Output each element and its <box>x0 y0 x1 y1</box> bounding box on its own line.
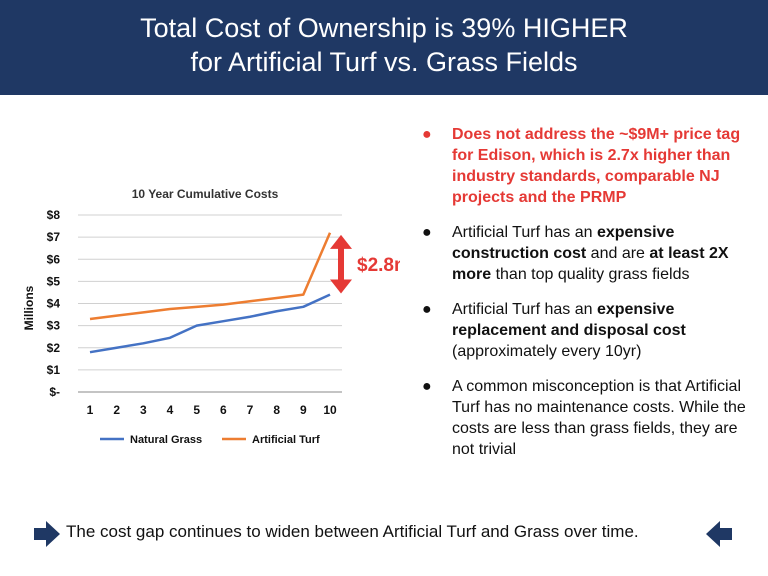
gap-annotation-label: $2.8m <box>357 255 400 276</box>
legend-label: Natural Grass <box>130 434 202 446</box>
x-tick-label: 9 <box>300 403 307 417</box>
bullet-item: ● A common misconception is that Artifici… <box>420 376 760 460</box>
x-tick-label: 7 <box>247 403 254 417</box>
footer-banner: The cost gap continues to widen between … <box>0 515 768 551</box>
y-tick-label: $8 <box>47 208 61 222</box>
bullet-text: than top quality grass fields <box>491 266 690 283</box>
x-tick-label: 6 <box>220 403 227 417</box>
bullet-item: ● Artificial Turf has an expensive constr… <box>420 222 760 285</box>
bullet-dot-icon: ● <box>422 224 432 241</box>
bullet-text: Artificial Turf has an <box>452 301 597 318</box>
bullet-list: ● Does not address the ~$9M+ price tag fo… <box>420 124 760 474</box>
y-tick-label: $1 <box>47 363 61 377</box>
y-tick-label: $4 <box>47 297 61 311</box>
x-tick-label: 1 <box>87 403 94 417</box>
slide-title-line-1: Total Cost of Ownership is 39% HIGHER <box>140 13 628 43</box>
y-tick-label: $- <box>49 385 60 399</box>
bullet-text: and are <box>586 245 650 262</box>
y-tick-label: $6 <box>47 252 61 266</box>
y-tick-label: $5 <box>47 274 61 288</box>
chart-svg: 10 Year Cumulative Costs Millions $- $1 $2… <box>22 187 411 446</box>
left-arrow-icon <box>706 521 732 547</box>
bullet-item: ● Artificial Turf has an expensive replac… <box>420 299 760 362</box>
bullet-text: expensive replacement and disposal cost <box>452 301 686 339</box>
y-tick-label: $7 <box>47 230 61 244</box>
right-arrow-icon <box>34 521 60 547</box>
x-tick-label: 3 <box>140 403 147 417</box>
chart-title: 10 Year Cumulative Costs <box>132 187 279 201</box>
bullet-dot-icon: ● <box>422 301 432 318</box>
x-tick-label: 10 <box>323 403 337 417</box>
x-tick-label: 5 <box>193 403 200 417</box>
x-tick-label: 8 <box>273 403 280 417</box>
bullet-text: at least 2X more <box>452 245 729 283</box>
y-tick-label: $3 <box>47 319 61 333</box>
series-line-natural-grass <box>89 293 331 354</box>
y-axis-label: Millions <box>22 285 36 330</box>
slide-title-line-2: for Artificial Turf vs. Grass Fields <box>190 47 578 77</box>
gap-arrow-down-icon <box>330 279 352 294</box>
bullet-text: expensive construction cost <box>452 224 675 262</box>
series-line-artificial-turf <box>89 232 332 321</box>
legend-label: Artificial Turf <box>252 434 320 446</box>
x-tick-label: 2 <box>113 403 120 417</box>
bullet-dot-icon: ● <box>422 378 432 395</box>
bullet-text: (approximately every 10yr) <box>452 343 642 360</box>
bullet-dot-icon: ● <box>422 126 432 143</box>
bullet-text: Does not address the ~$9M+ price tag for… <box>452 126 741 206</box>
x-tick-label: 4 <box>167 403 174 417</box>
bullet-text: Artificial Turf has an <box>452 224 597 241</box>
slide-header: Total Cost of Ownership is 39% HIGHER fo… <box>0 0 768 95</box>
footer-text: The cost gap continues to widen between … <box>66 522 639 541</box>
y-tick-label: $2 <box>47 341 61 355</box>
bullet-text: A common misconception is that Artificia… <box>452 378 746 458</box>
cumulative-cost-chart: 10 Year Cumulative Costs Millions $- $1 $2… <box>0 170 411 470</box>
bullet-item: ● Does not address the ~$9M+ price tag fo… <box>420 124 760 208</box>
gap-arrow-up-icon <box>330 234 352 249</box>
